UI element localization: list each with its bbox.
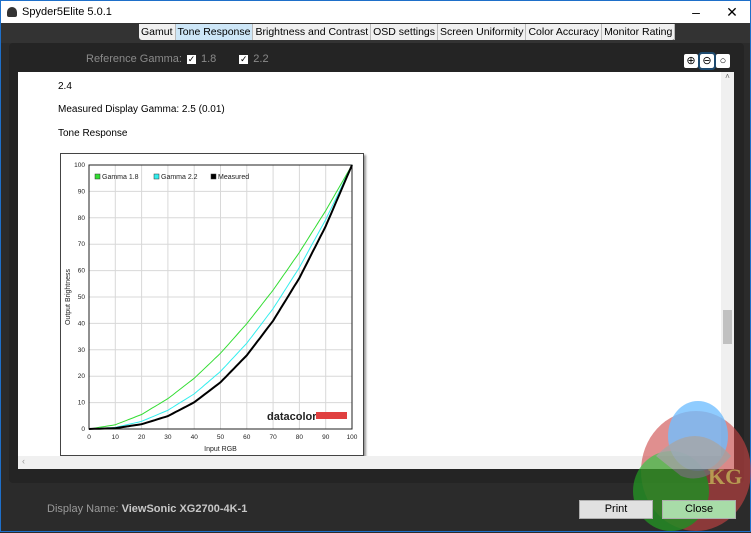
plot-frame	[88, 164, 353, 430]
y-tick-label: 90	[78, 188, 86, 195]
tab-brightness-and-contrast[interactable]: Brightness and Contrast	[253, 24, 372, 40]
reference-gamma-label: Reference Gamma:	[86, 53, 182, 65]
tab-tone-response[interactable]: Tone Response	[175, 24, 254, 40]
series-line-gamma-2-2	[88, 164, 353, 430]
x-tick-label: 0	[87, 434, 91, 441]
y-tick-label: 80	[78, 215, 86, 222]
legend-label: Gamma 1.8	[102, 174, 139, 181]
x-tick-label: 70	[269, 434, 277, 441]
legend-label: Gamma 2.2	[161, 174, 198, 181]
x-tick-label: 20	[138, 434, 146, 441]
x-tick-label: 90	[322, 434, 330, 441]
app-icon	[7, 7, 17, 17]
x-tick-label: 100	[347, 434, 358, 441]
window-title: Spyder5Elite 5.0.1	[22, 6, 112, 18]
y-tick-label: 70	[78, 241, 86, 248]
legend-swatch	[94, 173, 101, 180]
y-tick-label: 40	[78, 320, 86, 327]
gamma-1-8-checkbox[interactable]: ✓	[186, 53, 196, 64]
scroll-thumb[interactable]	[723, 310, 732, 344]
datacolor-watermark: datacolor	[267, 411, 317, 423]
tab-monitor-rating[interactable]: Monitor Rating	[602, 24, 676, 40]
tab-gamut[interactable]: Gamut	[139, 24, 176, 40]
reference-gamma-row: Reference Gamma: ✓ 1.8 ✓ 2.2	[86, 53, 269, 65]
print-button[interactable]: Print	[579, 500, 653, 519]
legend-swatch	[210, 173, 217, 180]
tab-color-accuracy[interactable]: Color Accuracy	[526, 24, 603, 40]
legend-label: Measured	[218, 174, 249, 181]
datacolor-bar	[316, 412, 347, 419]
x-tick-label: 30	[164, 434, 172, 441]
series-line-gamma-1-8	[88, 164, 353, 430]
x-tick-label: 50	[217, 434, 225, 441]
tab-screen-uniformity[interactable]: Screen Uniformity	[438, 24, 527, 40]
x-tick-label: 80	[296, 434, 304, 441]
tone-response-chart: 0 10 20 30 40 50 60 70 80 90 100 0 10 20 30 40 50 60 70 80 9…	[60, 153, 364, 456]
zoom-in-icon[interactable]: ⊕	[684, 54, 698, 68]
tab-bar: Gamut Tone Response Brightness and Contras…	[1, 23, 750, 43]
zoom-out-icon[interactable]: ⊖	[698, 52, 716, 70]
close-button[interactable]: Close	[662, 500, 736, 519]
legend-swatch	[153, 173, 160, 180]
vertical-scrollbar[interactable]: ˄	[721, 72, 734, 456]
display-name-value: ViewSonic XG2700-4K-1	[121, 503, 248, 515]
y-tick-label: 20	[78, 373, 86, 380]
report-content: 2.4 Measured Display Gamma: 2.5 (0.01) T…	[18, 72, 734, 456]
gamma-2-2-label: 2.2	[253, 53, 269, 65]
x-tick-label: 60	[243, 434, 251, 441]
x-tick-label: 40	[191, 434, 199, 441]
measured-gamma: Measured Display Gamma: 2.5 (0.01)	[58, 104, 225, 115]
y-tick-label: 30	[78, 347, 86, 354]
gamma-2-2-checkbox[interactable]: ✓	[239, 53, 249, 64]
x-tick-label: 10	[112, 434, 120, 441]
x-axis-label: Input RGB	[204, 446, 237, 453]
title-bar: Spyder5Elite 5.0.1 – ✕	[1, 1, 750, 23]
y-tick-label: 50	[78, 294, 86, 301]
gamma-value: 2.4	[58, 81, 72, 92]
y-tick-label: 0	[81, 426, 85, 433]
y-axis-label: Output Brightness	[65, 268, 72, 325]
display-name-label: Display Name:	[47, 503, 119, 515]
gamma-1-8-label: 1.8	[200, 53, 217, 65]
horizontal-scrollbar[interactable]: ‹	[18, 456, 734, 469]
y-tick-label: 60	[78, 268, 86, 275]
tab-osd-settings[interactable]: OSD settings	[371, 24, 438, 40]
y-tick-label: 10	[78, 400, 86, 407]
minimize-icon[interactable]: –	[692, 4, 700, 20]
close-icon[interactable]: ✕	[726, 4, 738, 20]
display-name: Display Name: ViewSonic XG2700-4K-1	[47, 503, 247, 515]
zoom-fit-icon[interactable]: ○	[716, 54, 730, 68]
chart-svg: 0 10 20 30 40 50 60 70 80 90 100 0 10 20 30 40 50 60 70 80 9…	[65, 162, 358, 453]
y-tick-label: 100	[74, 162, 85, 169]
section-title: Tone Response	[58, 128, 128, 139]
series-line-measured	[88, 164, 353, 430]
